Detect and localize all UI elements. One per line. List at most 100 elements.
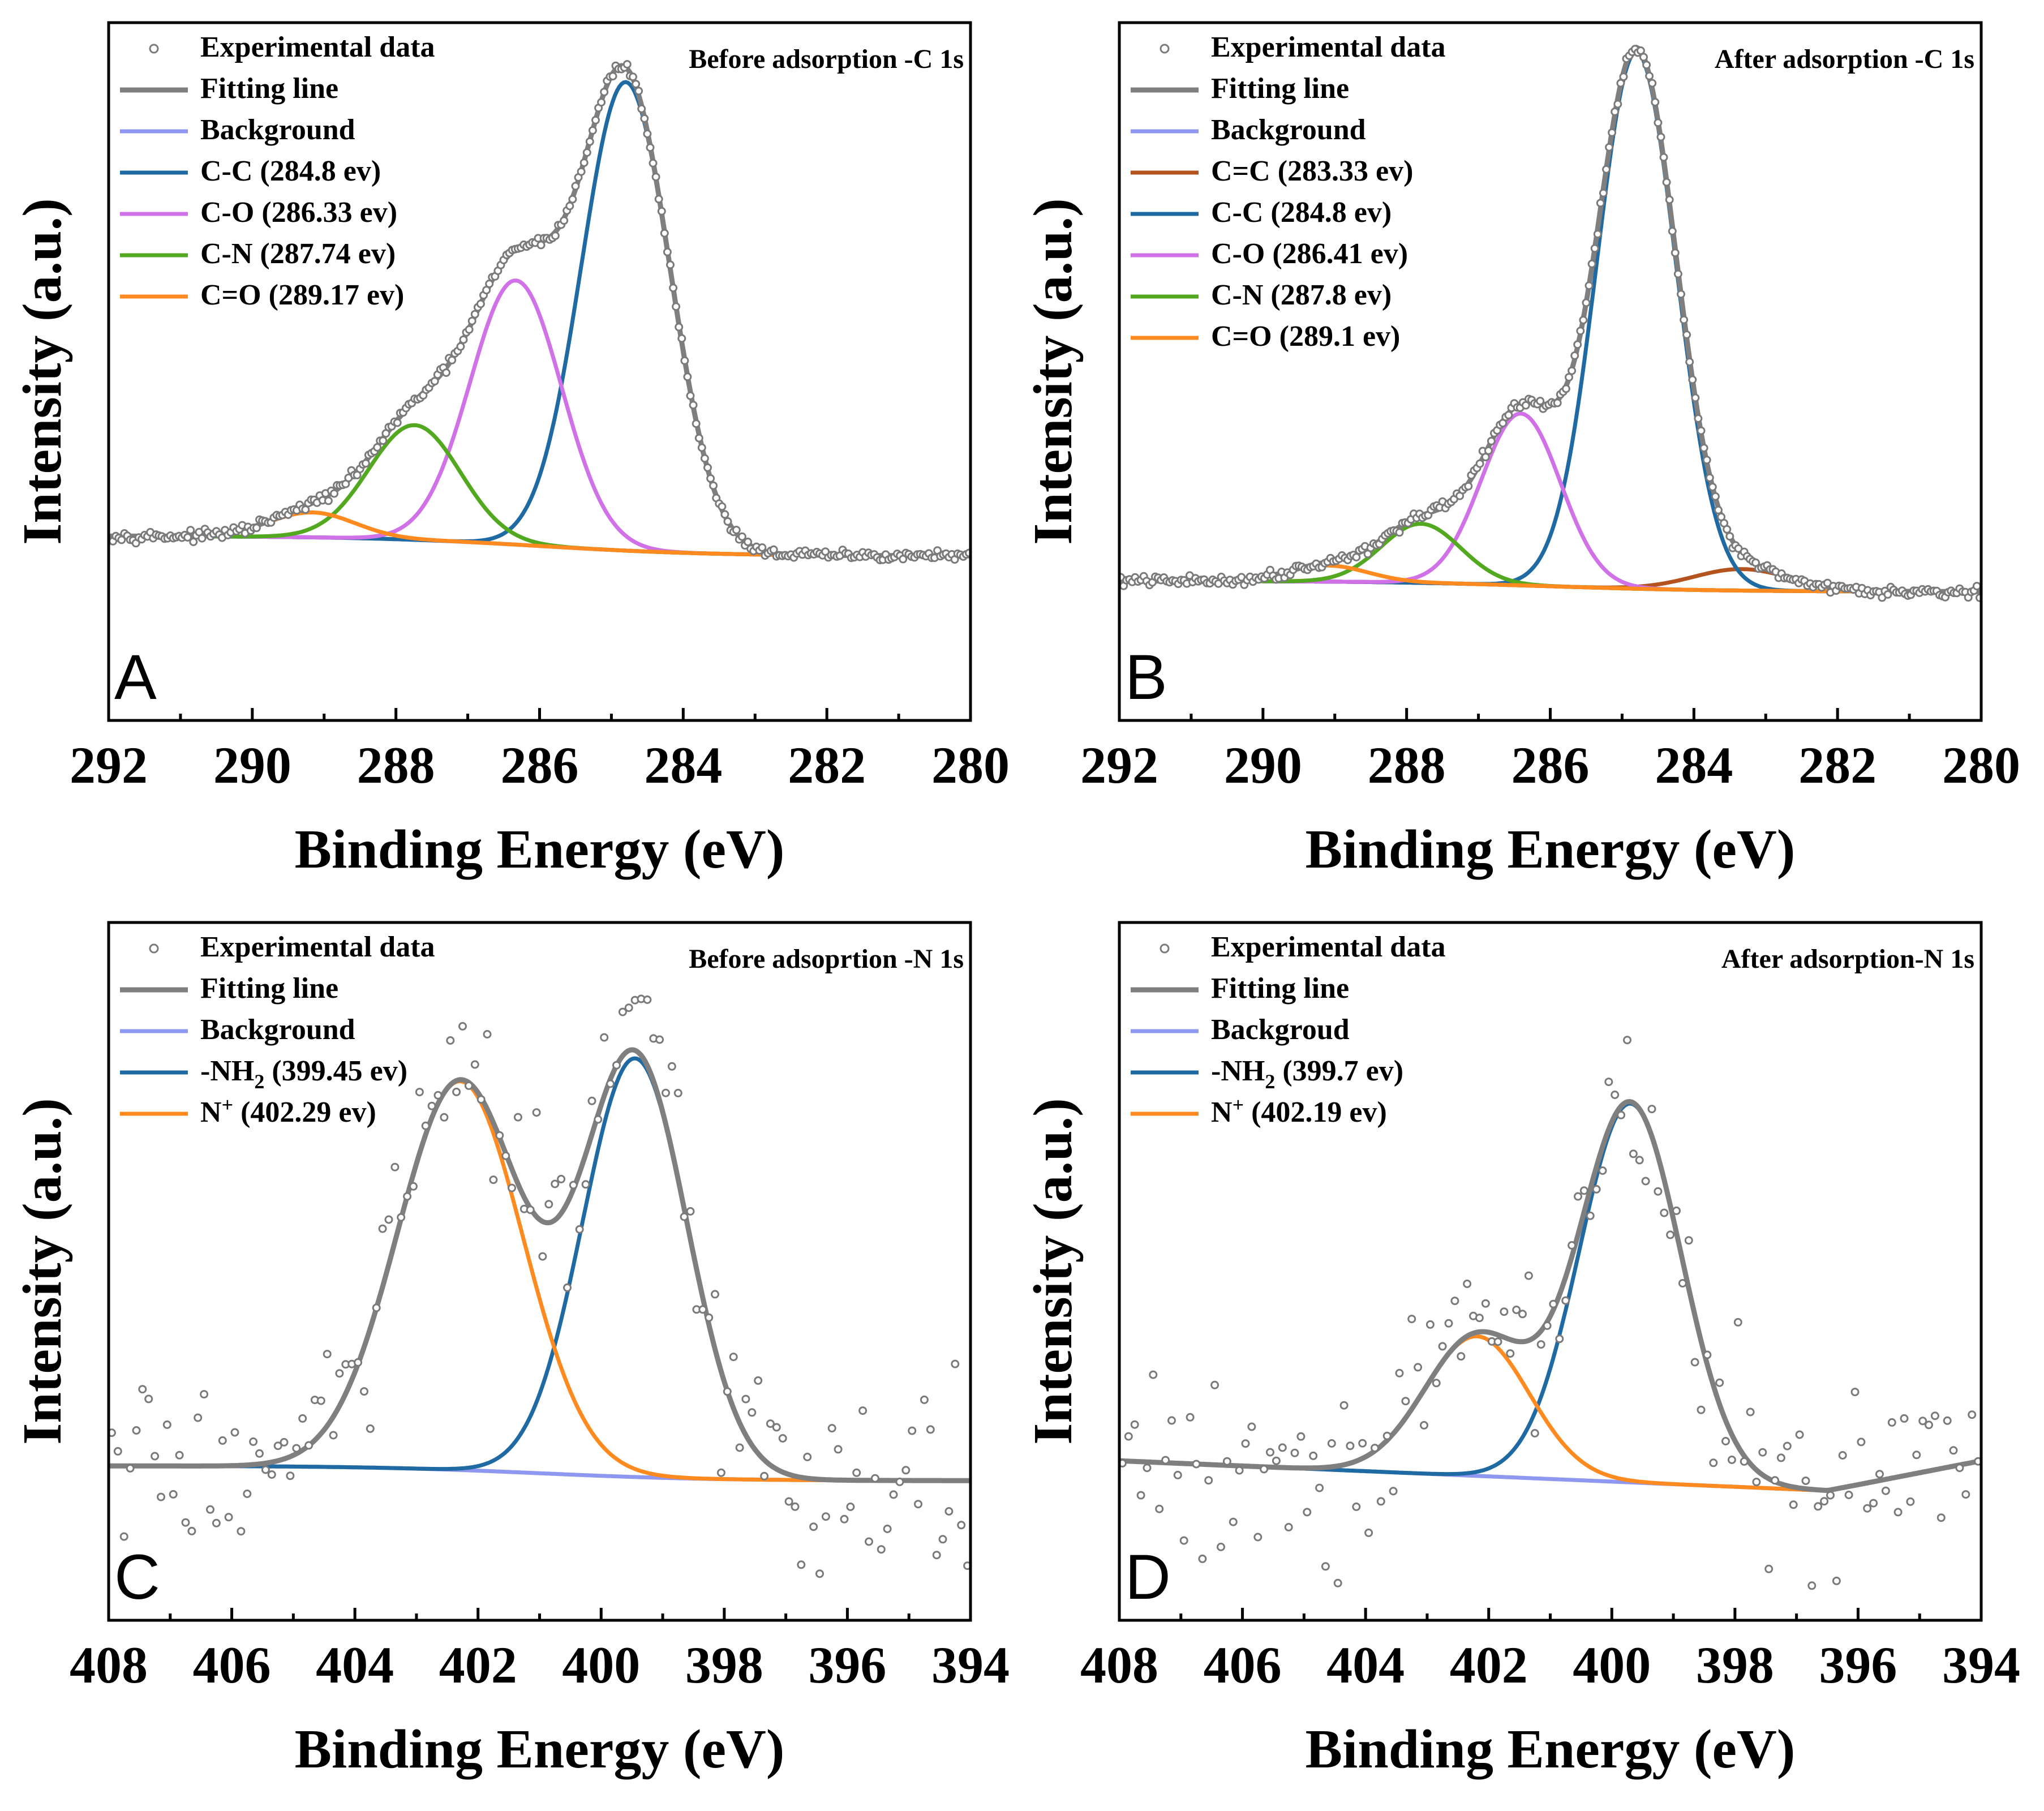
data-point	[748, 1408, 757, 1417]
legend: Experimental data Fitting line Background C…	[120, 31, 435, 311]
data-point	[591, 115, 600, 125]
x-tick-label: 400	[562, 1636, 640, 1694]
legend-label-main: C-N (287.8 ev)	[1211, 279, 1392, 311]
data-point	[1530, 1429, 1539, 1437]
data-point	[624, 1003, 633, 1012]
data-point	[1691, 393, 1700, 402]
data-point	[1697, 1405, 1706, 1414]
legend-label-main: Fitting line	[1211, 972, 1349, 1005]
data-point	[809, 1522, 818, 1531]
data-point	[1593, 230, 1602, 239]
data-point	[372, 1303, 381, 1312]
data-point	[532, 1108, 541, 1117]
x-tick-label: 404	[316, 1636, 394, 1694]
data-point	[654, 195, 663, 204]
data-point	[1173, 1470, 1182, 1479]
x-tick-label: 284	[1655, 736, 1733, 794]
data-point	[1702, 456, 1711, 465]
data-point	[255, 1449, 264, 1458]
data-point	[1764, 1564, 1774, 1573]
data-point	[1549, 1299, 1558, 1308]
data-point	[361, 459, 370, 468]
data-point	[261, 1465, 270, 1474]
data-point	[758, 543, 767, 552]
data-point	[1709, 1458, 1718, 1467]
legend-label: C=C (283.33 ev)	[1211, 155, 1413, 187]
data-point	[683, 372, 692, 381]
data-point	[1665, 195, 1674, 204]
data-point	[660, 229, 669, 238]
data-point	[1776, 1453, 1785, 1462]
x-tick-label: 286	[501, 736, 579, 794]
data-point	[1278, 1443, 1287, 1452]
data-point	[1241, 1439, 1250, 1448]
data-point	[1838, 1451, 1847, 1460]
data-point	[1857, 1437, 1866, 1447]
data-point	[1561, 384, 1570, 393]
legend-label: Fitting line	[1211, 972, 1349, 1005]
data-point	[883, 1525, 892, 1533]
legend-label: Fitting line	[200, 972, 338, 1005]
data-point	[797, 1560, 806, 1569]
data-point	[1906, 1497, 1915, 1506]
panel-letter: D	[1125, 1542, 1171, 1612]
data-point	[1881, 1486, 1890, 1495]
data-point	[951, 1359, 960, 1368]
data-point	[569, 1181, 578, 1190]
data-point	[557, 1174, 566, 1183]
data-point	[870, 1474, 879, 1483]
data-point	[243, 1490, 252, 1498]
data-point	[694, 434, 703, 443]
legend-marker	[149, 44, 159, 54]
data-point	[1579, 316, 1588, 324]
data-point	[1651, 98, 1660, 106]
data-point	[1690, 1358, 1699, 1367]
data-point	[1671, 248, 1680, 258]
data-point	[218, 1436, 227, 1445]
legend-label-main: C-O (286.41 ev)	[1211, 238, 1408, 270]
data-point	[360, 1387, 368, 1396]
legend-label: -NH2 (399.45 ev)	[200, 1055, 407, 1093]
data-point	[675, 323, 684, 332]
legend-label: -NH2 (399.7 ev)	[1211, 1055, 1403, 1093]
data-point	[138, 1385, 147, 1394]
data-point	[206, 1505, 214, 1514]
data-point	[1376, 1497, 1385, 1506]
data-point	[1783, 1441, 1792, 1450]
legend-label-rest: (399.7 ev)	[1275, 1055, 1403, 1087]
data-point	[489, 1175, 498, 1185]
data-point	[335, 1369, 344, 1378]
data-point	[1493, 1337, 1502, 1346]
data-point	[662, 1088, 670, 1097]
data-point	[1500, 1307, 1509, 1316]
data-point	[563, 1283, 572, 1292]
legend-label-main: N	[1211, 1096, 1233, 1128]
data-point	[1918, 1417, 1927, 1426]
data-point	[1659, 153, 1668, 162]
data-point	[827, 1424, 836, 1433]
data-point	[703, 463, 712, 472]
data-point	[716, 1468, 725, 1477]
legend-label: Fitting line	[1211, 72, 1349, 105]
data-point	[1826, 1491, 1835, 1500]
data-point	[292, 1444, 301, 1453]
data-point	[1303, 1508, 1312, 1517]
legend-label-main: N	[200, 1096, 222, 1128]
data-point	[467, 316, 476, 325]
legend-label-main: C-C (284.8 ev)	[1211, 196, 1392, 229]
data-point	[1602, 165, 1611, 174]
data-point	[889, 1490, 898, 1499]
data-point	[575, 1225, 584, 1234]
data-point	[485, 280, 494, 288]
data-point	[944, 1507, 954, 1516]
data-point	[1912, 1450, 1921, 1460]
plot-area	[1119, 1036, 1981, 1590]
data-point	[1186, 1413, 1195, 1422]
data-point	[1296, 1432, 1306, 1441]
data-point	[612, 1061, 621, 1070]
data-point	[1352, 1502, 1361, 1511]
data-point	[597, 98, 606, 107]
data-point	[1648, 79, 1657, 88]
data-point	[632, 80, 641, 88]
data-point	[1613, 100, 1622, 109]
